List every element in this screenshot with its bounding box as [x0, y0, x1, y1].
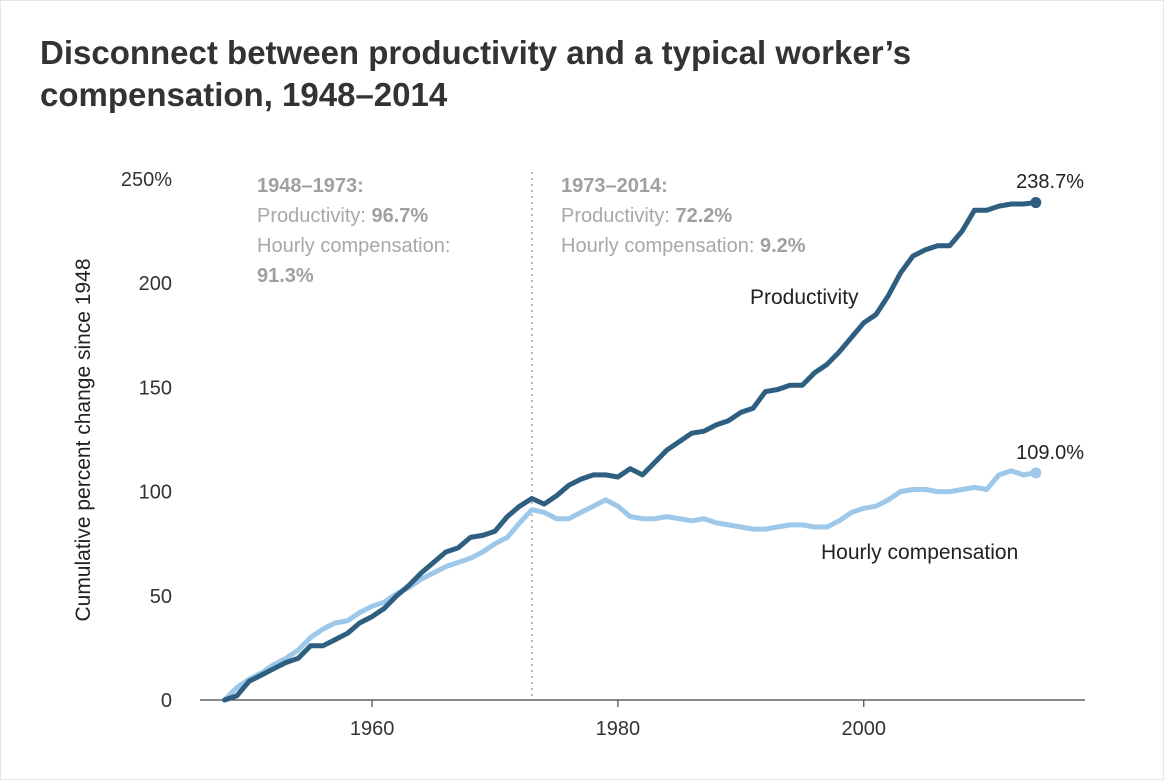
series-label-productivity: Productivity: [750, 286, 859, 309]
period2-productivity-label: Productivity:: [561, 205, 675, 227]
y-tick-label: 0: [161, 690, 172, 712]
y-tick-label: 50: [150, 586, 172, 608]
y-tick-label: 250%: [121, 169, 172, 191]
period1-productivity-label: Productivity:: [257, 205, 371, 227]
y-tick-label: 100: [139, 482, 172, 504]
y-tick-label: 200: [139, 273, 172, 295]
period2-productivity: Productivity: 72.2%: [561, 205, 732, 227]
period1-compensation-label: Hourly compensation:: [257, 235, 450, 257]
end-point-hourly-compensation: [1030, 467, 1042, 479]
y-tick-label: 150: [139, 377, 172, 399]
period2-productivity-value: 72.2%: [675, 205, 732, 227]
end-label-productivity: 238.7%: [1016, 171, 1084, 193]
series-line-hourly-compensation: [222, 468, 1039, 703]
period1-compensation-value: 91.3%: [257, 265, 314, 287]
series-line-productivity: [222, 200, 1039, 703]
chart-title: Disconnect between productivity and a ty…: [40, 34, 912, 113]
x-tick-label: 1980: [596, 718, 641, 740]
period2-heading: 1973–2014:: [561, 175, 668, 197]
x-tick-label: 1960: [350, 718, 395, 740]
x-tick-label: 2000: [842, 718, 887, 740]
end-point-productivity: [1030, 197, 1042, 209]
period2-compensation-label: Hourly compensation:: [561, 235, 760, 257]
period1-productivity: Productivity: 96.7%: [257, 205, 428, 227]
series-label-hourly-compensation: Hourly compensation: [821, 541, 1018, 564]
period2-compensation: Hourly compensation: 9.2%: [561, 235, 806, 257]
y-axis-title: Cumulative percent change since 1948: [72, 258, 95, 621]
period2-compensation-value: 9.2%: [760, 235, 806, 257]
period1-productivity-value: 96.7%: [371, 205, 428, 227]
end-label-hourly-compensation: 109.0%: [1016, 442, 1084, 464]
period1-heading: 1948–1973:: [257, 175, 364, 197]
